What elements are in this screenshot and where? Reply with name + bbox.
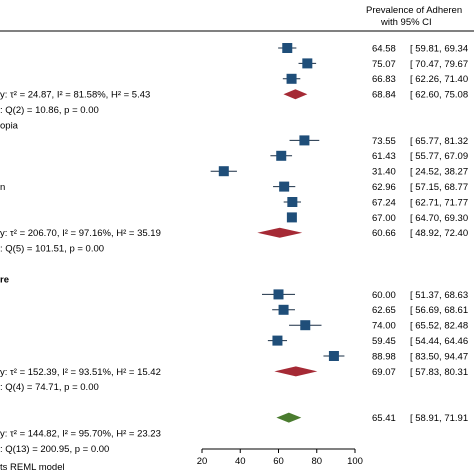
row-label: n: [0, 182, 5, 193]
study-box: [302, 58, 313, 69]
study-box: [328, 351, 339, 361]
row-label: : Q(4) = 74.71, p = 0.00: [0, 382, 99, 393]
estimate-value: 62.65: [372, 305, 396, 316]
estimate-value: 60.66: [372, 228, 396, 239]
x-tick-label: 20: [197, 456, 208, 467]
ci-value: [ 65.52, 82.48: [410, 321, 468, 332]
study-box: [279, 181, 290, 192]
row-label: : Q(5) = 101.51, p = 0.00: [0, 244, 104, 255]
ci-value: [ 62.60, 75.08: [410, 90, 468, 101]
subgroup-diamond: [274, 366, 318, 377]
row-label: y: τ² = 152.39, I² = 93.51%, H² = 15.42: [0, 367, 161, 378]
row-label: y: τ² = 24.87, I² = 81.58%, H² = 5.43: [0, 90, 150, 101]
estimate-value: 73.55: [372, 136, 396, 147]
subgroup-diamond: [257, 227, 303, 238]
ci-value: [ 51.37, 68.63: [410, 290, 468, 301]
ci-value: [ 54.44, 64.46: [410, 336, 468, 347]
ci-value: [ 55.77, 67.09: [410, 151, 468, 162]
x-tick-label: 100: [347, 456, 363, 467]
study-box: [278, 304, 289, 315]
estimate-value: 75.07: [372, 59, 396, 70]
overall-diamond: [276, 412, 302, 423]
estimate-value: 60.00: [372, 290, 396, 301]
footnote: ts REML model: [0, 462, 65, 473]
ci-value: [ 56.69, 68.61: [410, 305, 468, 316]
ci-value: [ 24.52, 38.27: [410, 167, 468, 178]
study-box: [282, 43, 293, 53]
study-box: [287, 197, 298, 207]
estimate-value: 61.43: [372, 151, 396, 162]
study-box: [300, 320, 311, 331]
study-box: [273, 289, 284, 300]
study-box: [286, 212, 297, 223]
column-header-line1: Prevalence of Adheren: [366, 5, 462, 16]
study-box: [276, 150, 287, 161]
ci-value: [ 57.15, 68.77: [410, 182, 468, 193]
column-header-line2: with 95% CI: [380, 17, 432, 28]
row-label: re: [0, 274, 9, 285]
ci-value: [ 65.77, 81.32: [410, 136, 468, 147]
ci-value: [ 48.92, 72.40: [410, 228, 468, 239]
study-box: [299, 135, 310, 146]
ci-value: [ 62.71, 71.77: [410, 197, 468, 208]
estimate-value: 69.07: [372, 367, 396, 378]
estimate-value: 65.41: [372, 413, 396, 424]
estimate-value: 88.98: [372, 351, 396, 362]
row-label: y: τ² = 144.82, I² = 95.70%, H² = 23.23: [0, 428, 161, 439]
ci-value: [ 59.81, 69.34: [410, 43, 468, 54]
ci-value: [ 58.91, 71.91: [410, 413, 468, 424]
ci-value: [ 64.70, 69.30: [410, 213, 468, 224]
row-label: : Q(2) = 10.86, p = 0.00: [0, 105, 99, 116]
estimate-value: 31.40: [372, 167, 396, 178]
ci-value: [ 62.26, 71.40: [410, 74, 468, 85]
ci-value: [ 83.50, 94.47: [410, 351, 468, 362]
estimate-value: 64.58: [372, 43, 396, 54]
estimate-value: 74.00: [372, 321, 396, 332]
x-tick-label: 80: [311, 456, 322, 467]
estimate-value: 67.00: [372, 213, 396, 224]
row-label: opia: [0, 120, 19, 131]
row-label: y: τ² = 206.70, I² = 97.16%, H² = 35.19: [0, 228, 161, 239]
study-box: [272, 335, 283, 346]
estimate-value: 66.83: [372, 74, 396, 85]
estimate-value: 59.45: [372, 336, 396, 347]
study-box: [286, 73, 297, 84]
estimate-value: 62.96: [372, 182, 396, 193]
ci-value: [ 57.83, 80.31: [410, 367, 468, 378]
estimate-value: 67.24: [372, 197, 396, 208]
subgroup-diamond: [283, 89, 308, 100]
ci-value: [ 70.47, 79.67: [410, 59, 468, 70]
x-tick-label: 60: [273, 456, 284, 467]
row-label: : Q(13) = 200.95, p = 0.00: [0, 444, 109, 455]
estimate-value: 68.84: [372, 90, 396, 101]
study-box: [218, 166, 229, 177]
x-tick-label: 40: [235, 456, 246, 467]
